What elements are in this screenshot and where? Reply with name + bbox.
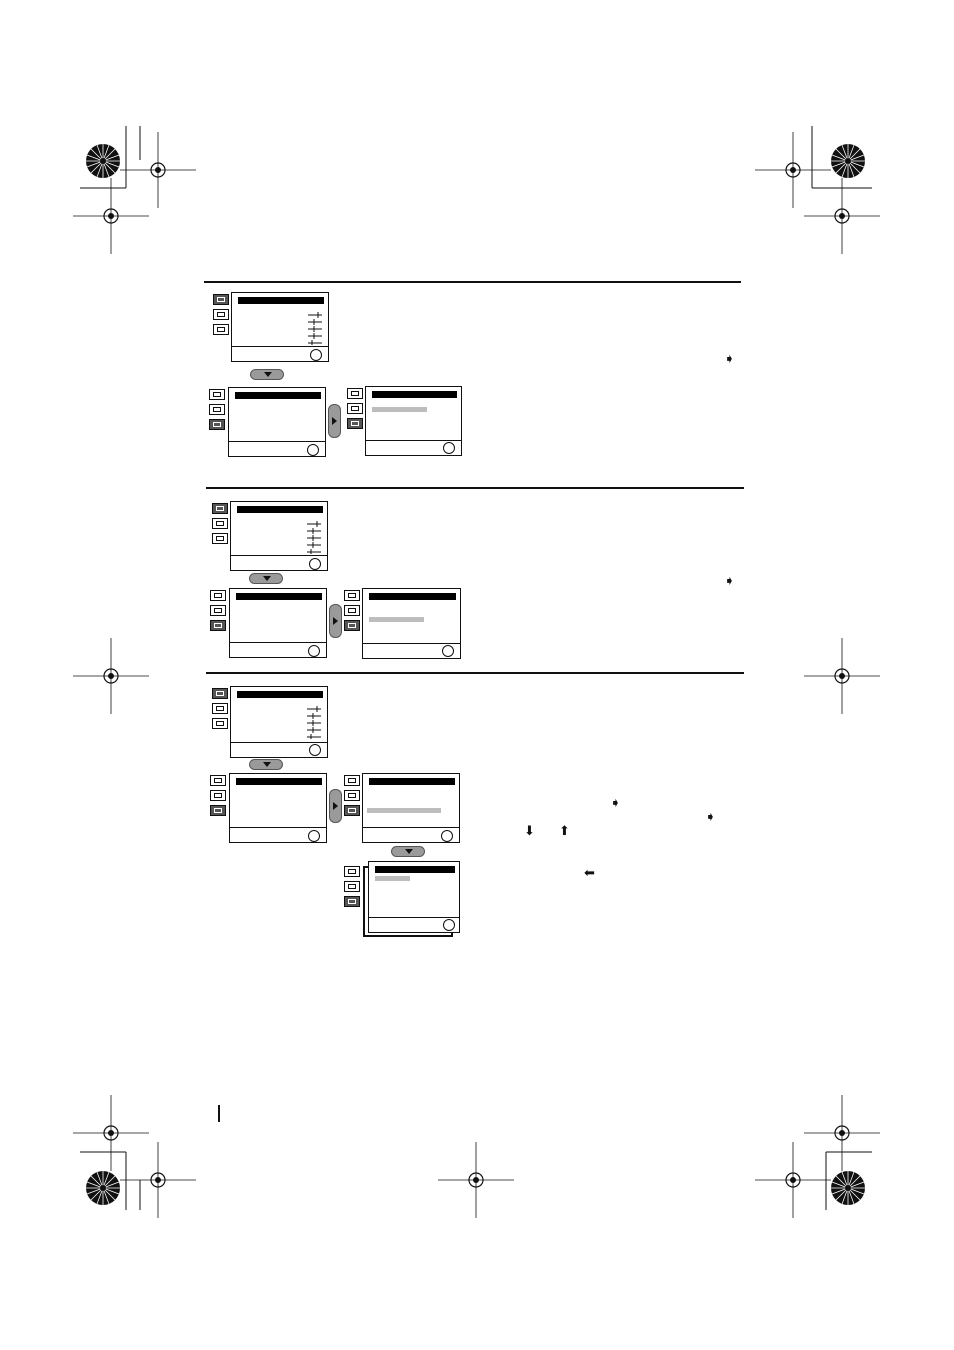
down-button-icon [391, 846, 425, 857]
picture-icon [210, 775, 226, 786]
joystick-icon [308, 645, 320, 657]
down-button-icon [250, 369, 284, 380]
setup-icon [213, 324, 229, 335]
right-arrow-icon: ➧ [724, 351, 735, 366]
picture-icon [210, 590, 226, 601]
down-arrow-icon: ⬇ [524, 823, 535, 838]
right-arrow-icon: ➧ [610, 795, 621, 810]
right-button-icon [328, 404, 341, 438]
joystick-icon [308, 830, 320, 842]
highlighted-item [369, 617, 424, 622]
timer-icon [210, 790, 226, 801]
timer-icon [209, 404, 225, 415]
joystick-icon [309, 558, 321, 570]
down-button-icon [249, 759, 283, 770]
setup-icon [210, 805, 226, 816]
picture-icon [344, 590, 360, 601]
timer-icon [212, 703, 228, 714]
menu-icon-column [344, 866, 362, 911]
setup-icon [344, 896, 360, 907]
osd-screen-picture [230, 501, 328, 571]
highlighted-item [372, 407, 427, 412]
menu-icon-column [209, 389, 227, 434]
osd-screen-setup [229, 773, 327, 843]
joystick-icon [307, 444, 319, 456]
osd-screen-stacked [368, 861, 460, 933]
joystick-icon [310, 349, 322, 361]
osd-screen-submenu [362, 773, 460, 843]
highlighted-item [375, 876, 410, 881]
setup-icon [209, 419, 225, 430]
joystick-icon [441, 830, 453, 842]
up-arrow-icon: ⬆ [559, 823, 570, 838]
setup-icon [212, 533, 228, 544]
timer-icon [210, 605, 226, 616]
osd-screen-picture [230, 686, 328, 758]
setup-icon [344, 620, 360, 631]
picture-icon [212, 688, 228, 699]
setup-icon [210, 620, 226, 631]
menu-icon-column [213, 294, 231, 339]
page-margin-bar [218, 1105, 220, 1122]
section-rule-1 [204, 281, 741, 283]
picture-icon [344, 775, 360, 786]
timer-icon [347, 403, 363, 414]
menu-icon-column [210, 590, 228, 635]
setup-icon [347, 418, 363, 429]
left-arrow-icon: ⬅ [584, 865, 595, 880]
joystick-icon [442, 645, 454, 657]
joystick-icon [443, 919, 455, 931]
right-arrow-icon: ➧ [724, 573, 735, 588]
picture-icon [212, 503, 228, 514]
right-button-icon [329, 604, 342, 638]
osd-screen-submenu [365, 386, 462, 456]
menu-icon-column [344, 775, 362, 820]
timer-icon [344, 790, 360, 801]
joystick-icon [309, 744, 321, 756]
menu-icon-column [210, 775, 228, 820]
menu-icon-column [347, 388, 365, 433]
picture-icon [213, 294, 229, 305]
setup-icon [212, 718, 228, 729]
highlighted-item [367, 808, 441, 813]
picture-icon [347, 388, 363, 399]
section-rule-3 [206, 672, 744, 674]
menu-icon-column [212, 688, 230, 733]
osd-screen-setup [228, 387, 326, 457]
menu-icon-column [212, 503, 230, 548]
picture-icon [344, 866, 360, 877]
down-button-icon [249, 573, 283, 584]
picture-icon [209, 389, 225, 400]
osd-screen-submenu [362, 588, 461, 659]
joystick-icon [443, 442, 455, 454]
menu-icon-column [344, 590, 362, 635]
timer-icon [212, 518, 228, 529]
timer-icon [213, 309, 229, 320]
timer-icon [344, 881, 360, 892]
section-rule-2 [206, 487, 744, 489]
osd-screen-picture [231, 292, 329, 362]
setup-icon [344, 805, 360, 816]
timer-icon [344, 605, 360, 616]
right-button-icon [329, 789, 342, 823]
right-arrow-icon: ➧ [705, 809, 716, 824]
osd-screen-setup [229, 588, 327, 658]
